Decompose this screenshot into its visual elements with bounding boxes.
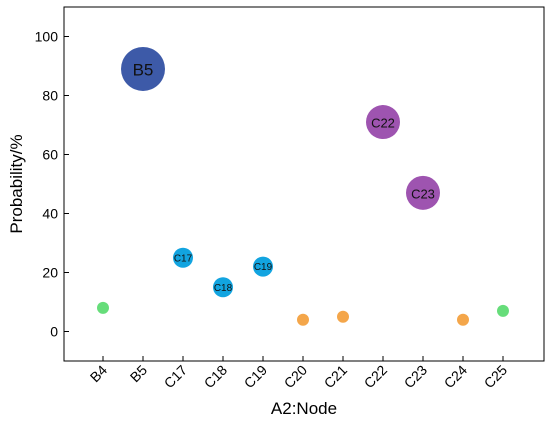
x-axis-title: A2:Node: [271, 399, 337, 418]
y-tick-label: 20: [42, 265, 58, 281]
bubble-label: C19: [254, 262, 273, 273]
x-tick-label: C23: [401, 362, 431, 392]
bubble-C18: [213, 277, 233, 298]
y-tick-label: 100: [35, 29, 59, 45]
x-tick-label: C22: [361, 362, 391, 392]
bubble-label: B5: [133, 60, 154, 79]
bubble-C22: [366, 105, 400, 140]
x-tick-label: C18: [201, 362, 231, 392]
bubble-B4: [97, 301, 109, 314]
y-tick-label: 80: [42, 88, 58, 104]
bubble-label: C17: [174, 253, 193, 264]
y-axis-title: Probability/%: [7, 134, 26, 233]
x-tick-label: C20: [281, 362, 311, 392]
x-tick-label: C19: [241, 362, 271, 392]
bubble-C17: [173, 247, 193, 268]
bubble-C24: [457, 313, 469, 326]
x-tick-label: C25: [481, 362, 511, 392]
bubble-label: C22: [371, 116, 395, 131]
bubble-C21: [337, 310, 349, 323]
bubble-C20: [297, 313, 309, 326]
data-points: B5 C17 C18 C19 C22 C23: [97, 46, 509, 326]
x-tick-label: B5: [127, 362, 151, 386]
bubble-C25: [497, 304, 509, 317]
bubble-B5: [121, 46, 165, 91]
x-tick-label: C17: [161, 362, 191, 392]
bubble-label: C18: [214, 283, 233, 294]
x-tick-label: C24: [441, 362, 471, 392]
bubble-C23: [406, 175, 440, 210]
y-tick-label: 40: [42, 206, 58, 222]
bubble-C19: [253, 256, 273, 277]
x-tick-label: B4: [87, 362, 111, 386]
y-tick-label: 0: [50, 324, 58, 340]
y-axis: 0 20 40 60 80 100: [35, 29, 69, 340]
bubble-label: C23: [411, 186, 435, 201]
y-tick-label: 60: [42, 147, 58, 163]
plot-frame: [63, 6, 545, 362]
x-tick-label: C21: [321, 362, 351, 392]
